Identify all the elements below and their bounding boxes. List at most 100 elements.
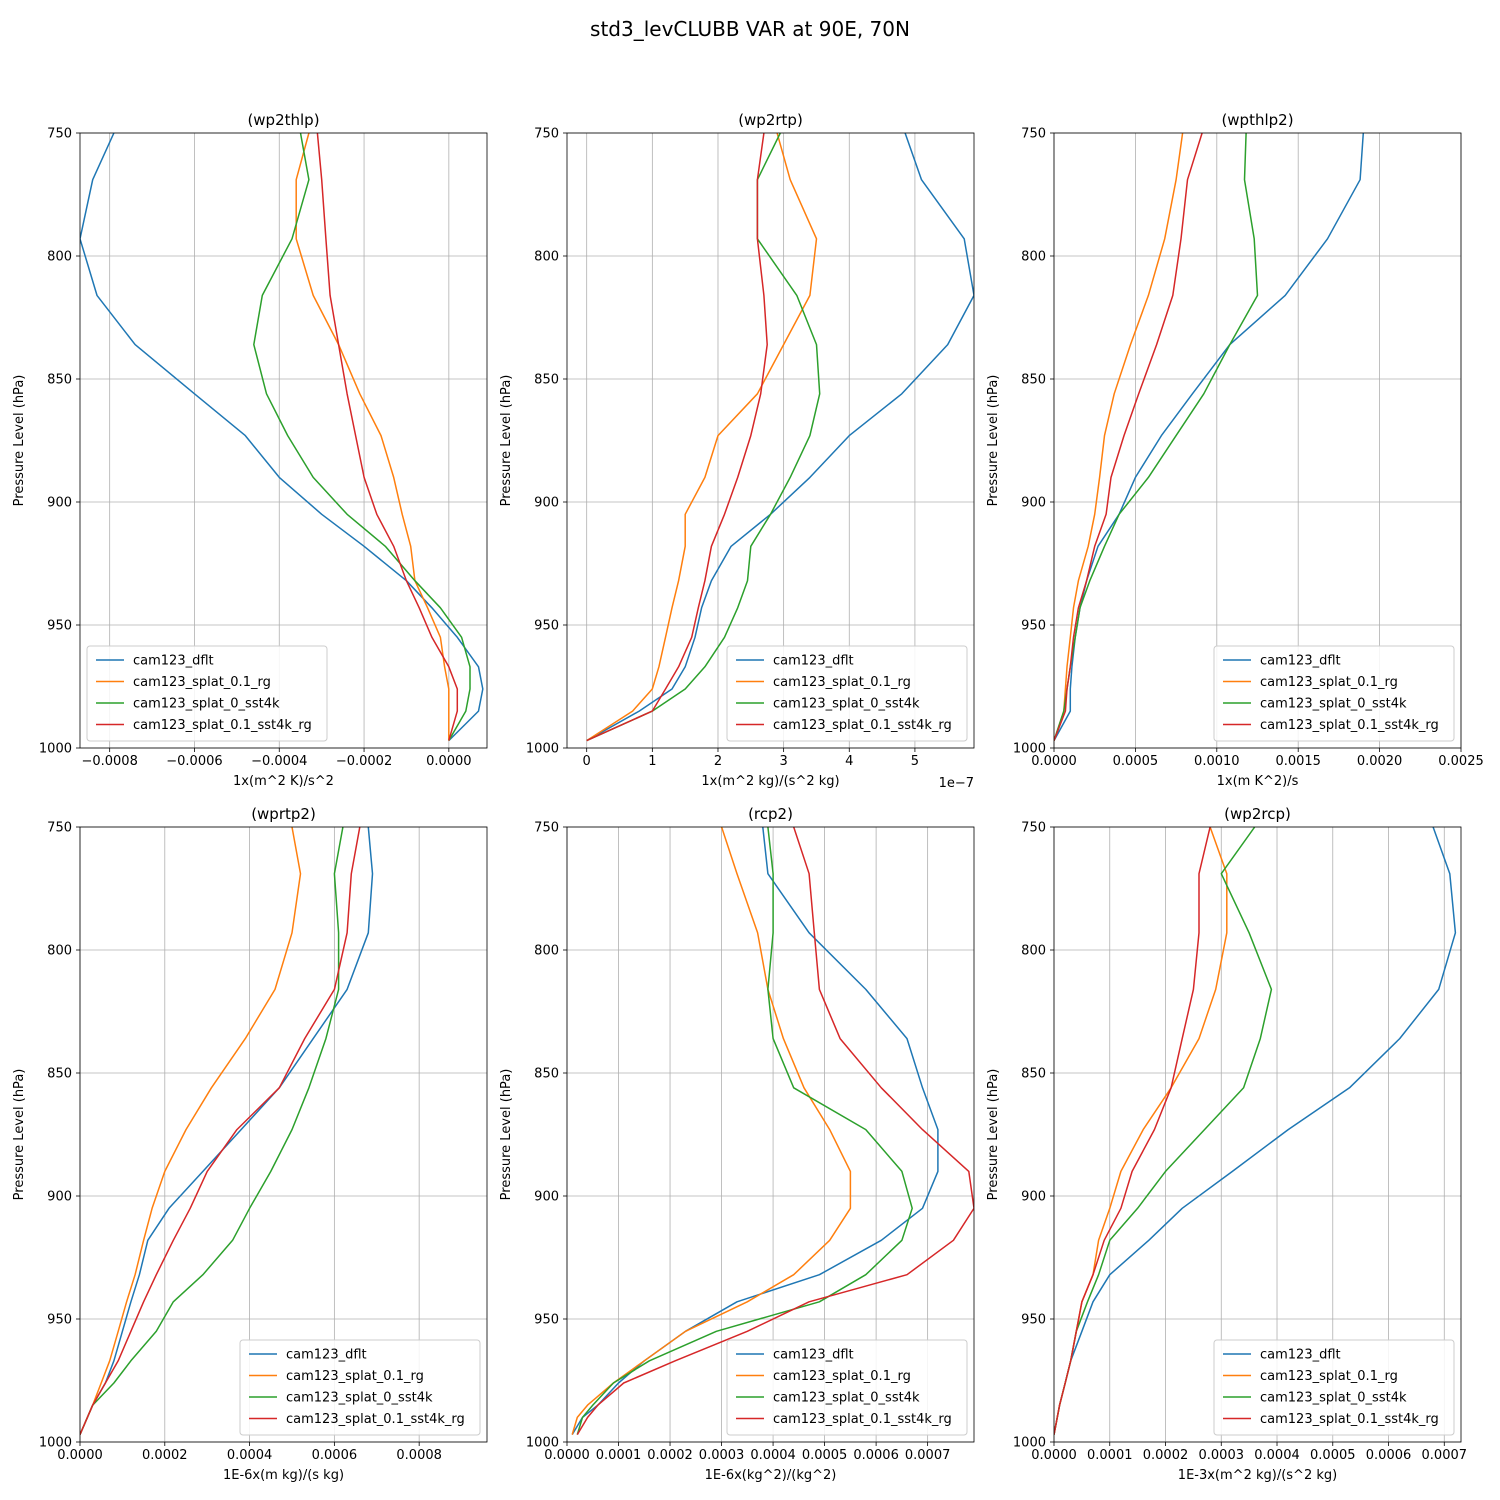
legend-entry: cam123_dflt: [1260, 1348, 1341, 1363]
series-group: [80, 133, 484, 742]
plot-frame: [566, 826, 975, 1443]
x-tick-label: 0.0004: [750, 1448, 796, 1463]
plot-frame: [1053, 132, 1462, 749]
x-tick-label: 0.0005: [802, 1448, 848, 1463]
y-axis-label: Pressure Level (hPa): [986, 375, 1001, 507]
chart-panel: 0 1 2 3 4 5 750 800 850 900 950 1000 (wp2rtp) 1x(m^2 …: [499, 111, 975, 791]
x-tick-label: 0.0006: [312, 1448, 358, 1463]
x-tick-label: 3: [779, 754, 787, 769]
y-tick-label: 800: [534, 250, 559, 265]
y-tick-label: 900: [534, 496, 559, 511]
series-line: [1054, 133, 1203, 741]
x-axis-label: 1E-6x(m kg)/(s kg): [223, 1468, 344, 1483]
legend-entry: cam123_splat_0.1_rg: [1260, 1369, 1398, 1384]
y-tick-label: 850: [47, 373, 72, 388]
series-line: [80, 827, 361, 1435]
y-tick-label: 750: [1021, 127, 1046, 142]
x-tick-label: 0.0006: [1366, 1448, 1412, 1463]
series-line: [316, 133, 459, 741]
x-tick-label: 0.0000: [426, 754, 472, 769]
legend-entry: cam123_dflt: [773, 654, 854, 669]
legend-box: [239, 1339, 481, 1436]
x-tick-label: 0.0004: [227, 1448, 273, 1463]
legend-entry: cam123_splat_0.1_rg: [773, 1369, 911, 1384]
chart-title: (wp2rtp): [738, 111, 803, 129]
y-tick-label: 950: [47, 1313, 72, 1328]
y-tick-label: 750: [534, 127, 559, 142]
series-line: [80, 133, 484, 742]
x-axis-label: 1E-6x(kg^2)/(kg^2): [705, 1468, 837, 1483]
legend-entry: cam123_dflt: [1260, 654, 1341, 669]
x-tick-label: 0.0000: [57, 1448, 103, 1463]
legend-entry: cam123_splat_0.1_rg: [773, 675, 911, 690]
legend-box: [726, 1339, 968, 1436]
x-tick-label: 0.0006: [853, 1448, 899, 1463]
x-tick-label: −0.0002: [336, 754, 392, 769]
legend-entry: cam123_splat_0_sst4k: [1260, 1391, 1407, 1406]
x-offset-text: 1e−7: [939, 776, 974, 791]
y-tick-label: 750: [534, 821, 559, 836]
series-line: [80, 827, 302, 1435]
figure-title: std3_levCLUBB VAR at 90E, 70N: [590, 17, 910, 41]
y-tick-label: 950: [47, 619, 72, 634]
chart-panel: 0.0000 0.0002 0.0004 0.0006 0.0008 750 800 850 9…: [12, 805, 488, 1483]
series-line: [571, 827, 939, 1435]
legend: cam123_dflt cam123_splat_0.1_rg cam123_spl…: [726, 645, 968, 742]
legend-entry: cam123_dflt: [286, 1348, 367, 1363]
chart-panel: −0.0008 −0.0006 −0.0004 −0.0002 0.0000 750 800…: [12, 111, 488, 789]
y-tick-label: 800: [1021, 944, 1046, 959]
x-tick-label: 4: [845, 754, 853, 769]
series-line: [576, 827, 913, 1435]
series-line: [586, 133, 768, 742]
legend-entry: cam123_splat_0.1_rg: [1260, 675, 1398, 690]
legend-entry: cam123_splat_0_sst4k: [773, 697, 920, 712]
legend-entry: cam123_splat_0.1_sst4k_rg: [133, 718, 312, 733]
legend-entry: cam123_splat_0.1_sst4k_rg: [1260, 718, 1439, 733]
x-tick-label: 2: [714, 754, 722, 769]
x-tick-label: 0.0015: [1275, 754, 1321, 769]
series-line: [1054, 133, 1184, 741]
x-tick-label: 0.0000: [544, 1448, 590, 1463]
y-tick-label: 1000: [1013, 742, 1046, 757]
y-tick-label: 900: [47, 496, 72, 511]
series-group: [571, 827, 974, 1435]
legend-entry: cam123_splat_0_sst4k: [133, 697, 280, 712]
x-tick-label: 0.0020: [1357, 754, 1403, 769]
chart-title: (wp2thlp): [247, 111, 319, 129]
series-line: [586, 133, 818, 742]
y-tick-label: 800: [1021, 250, 1046, 265]
x-axis-label: 1E-3x(m^2 kg)/(s^2 kg): [1178, 1468, 1337, 1483]
plot-frame: [79, 826, 488, 1443]
legend-entry: cam123_dflt: [133, 654, 214, 669]
x-axis-label: 1x(m^2 K)/s^2: [233, 774, 334, 789]
y-tick-label: 750: [47, 127, 72, 142]
legend-entry: cam123_splat_0_sst4k: [1260, 697, 1407, 712]
x-tick-label: 0.0002: [1143, 1448, 1189, 1463]
chart-panel: 0.0000 0.0001 0.0002 0.0003 0.0004 0.0005 0.00…: [986, 805, 1467, 1483]
legend-entry: cam123_splat_0.1_sst4k_rg: [1260, 1412, 1439, 1427]
y-tick-label: 1000: [1013, 1436, 1046, 1451]
series-line: [295, 133, 450, 741]
chart-panel: 0.0000 0.0005 0.0010 0.0015 0.0020 0.0025 750 8…: [986, 111, 1484, 789]
x-axis-label: 1x(m^2 kg)/(s^2 kg): [701, 774, 839, 789]
series-line: [586, 133, 821, 742]
x-tick-label: 0.0001: [596, 1448, 642, 1463]
y-axis-label: Pressure Level (hPa): [499, 1069, 514, 1201]
series-group: [1054, 133, 1365, 741]
legend-entry: cam123_splat_0.1_sst4k_rg: [773, 1412, 952, 1427]
legend-entry: cam123_splat_0_sst4k: [286, 1391, 433, 1406]
y-tick-label: 800: [534, 944, 559, 959]
x-tick-label: −0.0008: [81, 754, 137, 769]
y-tick-label: 950: [1021, 1313, 1046, 1328]
x-tick-label: 0.0025: [1438, 754, 1484, 769]
y-axis-label: Pressure Level (hPa): [12, 1069, 27, 1201]
y-tick-label: 800: [47, 944, 72, 959]
series-line: [1054, 827, 1211, 1435]
y-tick-label: 850: [534, 373, 559, 388]
plot-frame: [566, 132, 975, 749]
y-tick-label: 800: [47, 250, 72, 265]
plot-frame: [1053, 826, 1462, 1443]
x-tick-label: 0.0003: [699, 1448, 745, 1463]
